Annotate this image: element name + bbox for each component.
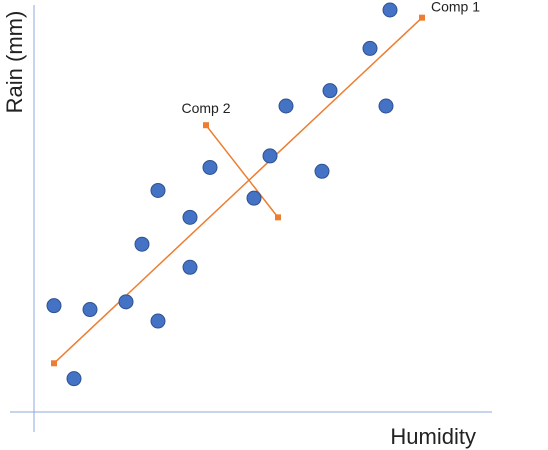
data-point-3 (82, 302, 98, 318)
data-point-7 (150, 313, 166, 329)
data-point-13 (278, 98, 294, 114)
data-point-15 (322, 83, 338, 99)
component-line-2 (205, 124, 279, 218)
data-point-6 (150, 182, 166, 198)
y-axis-label: Rain (mm) (2, 11, 27, 114)
data-point-2 (66, 371, 82, 387)
data-point-4 (118, 294, 134, 310)
component-2-end-marker (275, 214, 281, 221)
x-axis-label: Humidity (390, 424, 476, 449)
data-point-8 (182, 209, 198, 225)
data-point-11 (246, 190, 262, 206)
data-point-14 (314, 163, 330, 179)
component-1-end-marker (419, 14, 425, 21)
data-point-1 (46, 298, 62, 314)
data-point-18 (382, 2, 398, 18)
data-point-12 (262, 148, 278, 164)
component-lines: Comp 1 Comp 2 (51, 0, 480, 367)
data-point-17 (378, 98, 394, 114)
component-2-start-marker (203, 122, 209, 129)
data-points (46, 2, 398, 387)
data-point-16 (362, 40, 378, 56)
data-point-5 (134, 236, 150, 252)
component-label-1: Comp 1 (431, 0, 480, 15)
component-label-2: Comp 2 (181, 100, 230, 116)
component-1-start-marker (51, 360, 57, 367)
data-point-9 (182, 259, 198, 275)
data-point-10 (202, 159, 218, 175)
component-line-1 (53, 17, 423, 364)
